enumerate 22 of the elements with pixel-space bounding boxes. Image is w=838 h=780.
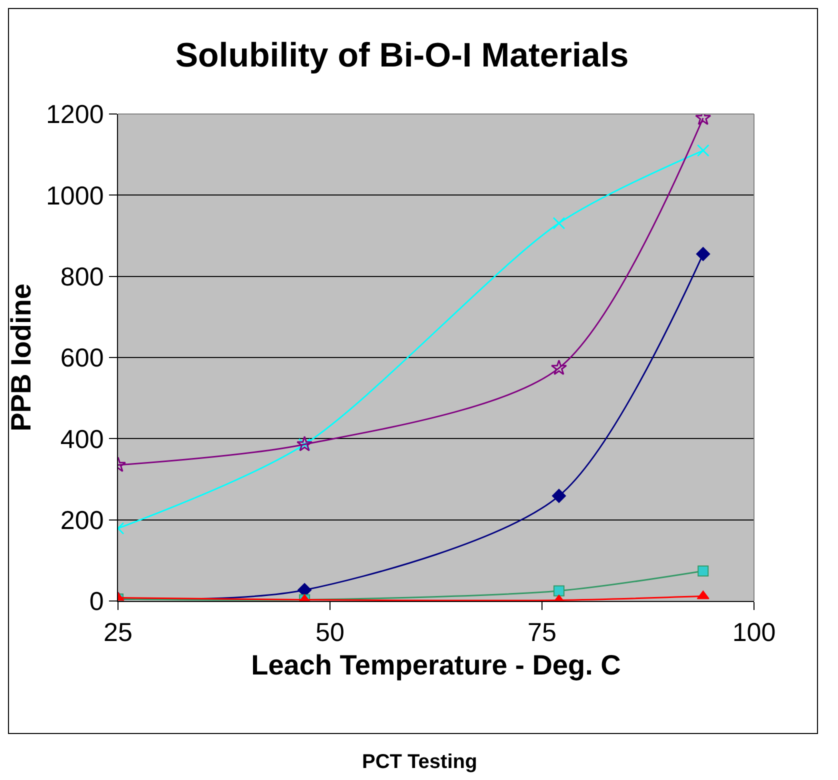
x-tick-label: 50 [316,617,344,648]
point [550,360,568,376]
x-tick-label: 25 [104,617,132,648]
y-tick-label: 600 [60,342,104,373]
x-tick-label: 75 [528,617,556,648]
y-tick-label: 200 [60,504,104,535]
point [696,247,710,262]
y-axis-title: PPB Iodine [6,284,37,432]
chart-title: Solubility of Bi-O-I Materials [175,36,629,74]
point [553,585,564,596]
x-tick-label: 100 [732,617,776,648]
point [696,144,710,157]
y-tick-label: 400 [60,424,104,454]
y-tick-label: 1000 [46,180,104,210]
y-tick-label: 1200 [46,99,104,130]
text: PCT Testing [362,751,478,773]
x-axis-title: Leach Temperature - Deg. C [251,649,621,680]
point [552,488,566,503]
y-tick-label: 800 [60,261,104,292]
point [552,216,566,230]
point [698,565,709,576]
y-tick-label: 0 [89,586,104,616]
